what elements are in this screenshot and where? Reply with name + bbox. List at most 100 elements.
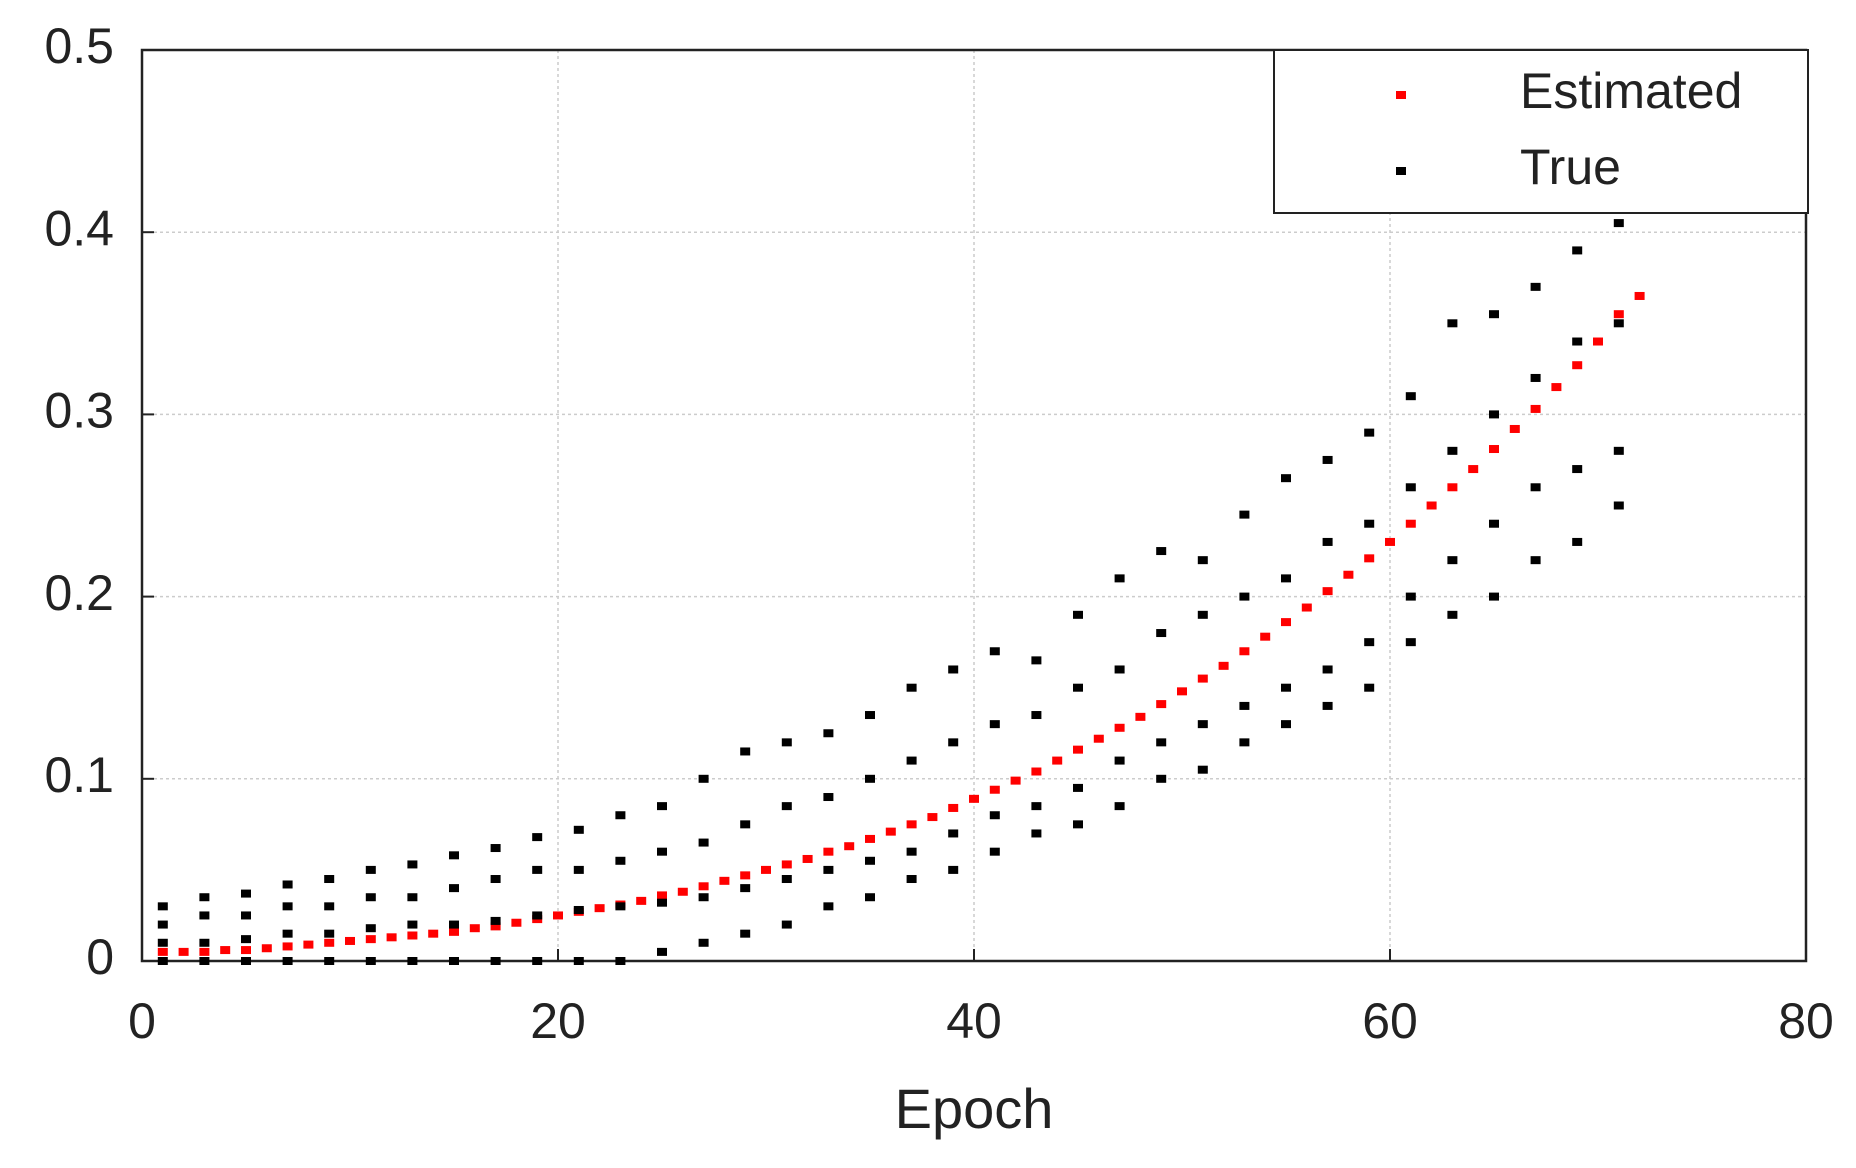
point — [781, 860, 792, 869]
point — [1572, 246, 1583, 255]
point — [1156, 774, 1167, 783]
point — [1301, 603, 1312, 612]
point — [282, 902, 293, 911]
point — [906, 847, 917, 856]
point — [823, 902, 834, 911]
point — [698, 938, 709, 947]
point — [199, 911, 210, 920]
point — [1572, 337, 1583, 346]
point — [1073, 783, 1083, 792]
point — [1447, 446, 1458, 455]
point — [865, 893, 875, 902]
point — [282, 957, 293, 965]
point — [490, 844, 501, 853]
x-tick-label: 20 — [530, 993, 586, 1049]
point — [781, 920, 792, 929]
point — [1634, 291, 1645, 300]
point — [1489, 310, 1499, 319]
point — [865, 856, 875, 865]
point — [1489, 410, 1499, 419]
point — [1281, 618, 1291, 627]
point — [345, 936, 355, 945]
point — [407, 957, 418, 965]
point — [1530, 404, 1541, 413]
point — [1405, 638, 1416, 647]
point — [449, 927, 459, 936]
point — [1114, 723, 1125, 732]
point — [1239, 510, 1250, 519]
point — [1572, 537, 1583, 546]
point — [490, 957, 501, 965]
point — [199, 893, 210, 902]
point — [157, 920, 168, 929]
point — [449, 920, 459, 929]
point — [532, 833, 543, 842]
point — [948, 865, 959, 874]
point — [740, 820, 751, 829]
point — [1613, 501, 1624, 510]
point — [1447, 483, 1458, 492]
point — [532, 911, 543, 920]
point — [199, 947, 210, 956]
point — [969, 794, 979, 803]
point — [740, 871, 751, 880]
point — [573, 865, 584, 874]
point — [282, 942, 293, 951]
point — [802, 854, 813, 863]
plot-frame — [140, 48, 1808, 963]
point — [823, 729, 834, 738]
point — [781, 802, 792, 811]
point — [1197, 765, 1208, 774]
point — [1281, 474, 1291, 483]
y-tick-label: 0.3 — [44, 383, 114, 439]
point — [1239, 647, 1250, 656]
point — [1073, 683, 1083, 692]
point — [365, 893, 376, 902]
point — [365, 935, 376, 944]
point — [781, 738, 792, 747]
point — [199, 938, 210, 947]
point — [1489, 445, 1499, 454]
point — [615, 902, 626, 911]
point — [1572, 465, 1583, 474]
point — [261, 944, 272, 953]
point — [989, 847, 1000, 856]
point — [282, 929, 293, 938]
point — [532, 865, 543, 874]
point — [698, 893, 709, 902]
point — [781, 875, 792, 884]
point — [407, 931, 418, 940]
point — [1593, 337, 1603, 346]
point — [1114, 665, 1125, 674]
point — [241, 935, 251, 944]
point — [324, 902, 335, 911]
point — [1530, 373, 1541, 382]
point — [865, 834, 875, 843]
point — [428, 929, 439, 938]
point — [1031, 656, 1042, 665]
point — [989, 720, 1000, 729]
point — [1197, 720, 1208, 729]
point — [532, 957, 543, 965]
point — [1551, 383, 1562, 392]
point — [1135, 712, 1146, 721]
point — [157, 947, 168, 956]
point — [1281, 720, 1291, 729]
point — [885, 827, 896, 836]
point — [1114, 802, 1125, 811]
point — [365, 924, 376, 933]
point — [1530, 483, 1541, 492]
legend-box — [1273, 49, 1809, 214]
point — [657, 947, 667, 956]
point — [1197, 610, 1208, 619]
point — [989, 785, 1000, 794]
point — [906, 875, 917, 884]
point — [573, 825, 584, 834]
point — [1218, 661, 1229, 670]
point — [386, 933, 397, 942]
point — [1489, 592, 1499, 601]
point — [1405, 483, 1416, 492]
point — [241, 889, 251, 898]
point — [1073, 820, 1083, 829]
point — [1613, 310, 1624, 319]
